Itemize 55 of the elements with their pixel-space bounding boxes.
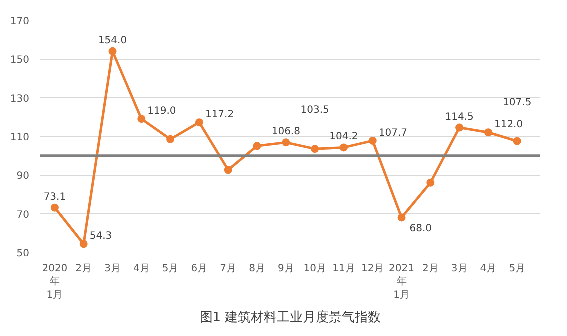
point bbox=[253, 142, 262, 150]
data-label: 107.5 bbox=[503, 97, 532, 108]
point bbox=[50, 204, 59, 212]
text: 图1 建筑材料工业月度景气指数 bbox=[200, 310, 382, 326]
x-tick-label: 10月 bbox=[304, 264, 326, 274]
point bbox=[311, 145, 320, 154]
y-tick-label: 50 bbox=[16, 248, 30, 260]
point bbox=[80, 240, 88, 248]
data-label: 104.2 bbox=[330, 132, 358, 143]
data-label: 54.3 bbox=[90, 231, 112, 242]
point bbox=[108, 47, 117, 56]
point bbox=[398, 214, 406, 222]
point bbox=[484, 128, 492, 137]
point bbox=[426, 178, 435, 187]
point bbox=[138, 115, 146, 124]
x-tick-label: 5月 bbox=[509, 264, 526, 274]
x-tick-label: 3月 bbox=[104, 264, 121, 274]
point bbox=[282, 138, 290, 147]
x-tick-label: 11月 bbox=[332, 264, 356, 274]
x-tick-label: 4月 bbox=[133, 264, 150, 274]
x-tick-label: 12月 bbox=[362, 264, 384, 274]
y-tick-label: 70 bbox=[16, 210, 30, 221]
data-label: 154.0 bbox=[98, 35, 128, 46]
x-tick-label: 8月 bbox=[249, 264, 266, 274]
x-tick-label: 9月 bbox=[278, 264, 294, 274]
point bbox=[340, 144, 348, 152]
data-label: 73.1 bbox=[44, 192, 66, 203]
x-tick-label: 7月 bbox=[220, 264, 237, 274]
point bbox=[224, 166, 232, 174]
y-tick-label: 110 bbox=[10, 132, 30, 144]
x-tick-label: 2月 bbox=[76, 264, 92, 274]
point bbox=[513, 137, 522, 146]
data-label: 106.8 bbox=[272, 126, 300, 138]
data-label: 119.0 bbox=[148, 106, 176, 118]
data-label: 68.0 bbox=[410, 224, 432, 235]
y-tick-label: 90 bbox=[16, 171, 30, 182]
x-tick-label: 2月 bbox=[422, 264, 439, 274]
y-tick-label: 150 bbox=[10, 55, 30, 66]
data-label: 117.2 bbox=[205, 110, 234, 121]
x-tick-label: 4月 bbox=[480, 264, 497, 274]
x-tick-label: 3月 bbox=[451, 264, 468, 274]
point bbox=[368, 136, 377, 145]
point bbox=[195, 118, 204, 127]
data-label: 107.7 bbox=[378, 128, 408, 139]
y-tick-label: 130 bbox=[10, 94, 30, 105]
x-tick-label: 5月 bbox=[162, 264, 179, 274]
x-tick-label: 2020 年 1月 bbox=[42, 264, 68, 301]
y-tick-label: 170 bbox=[10, 16, 30, 28]
data-label: 112.0 bbox=[494, 120, 524, 131]
x-tick-label: 6月 bbox=[191, 264, 208, 274]
x-tick-label: 2021 年 1月 bbox=[389, 264, 414, 301]
data-label: 103.5 bbox=[300, 105, 330, 116]
point bbox=[456, 124, 464, 132]
point bbox=[166, 135, 175, 144]
data-label: 114.5 bbox=[445, 112, 474, 123]
